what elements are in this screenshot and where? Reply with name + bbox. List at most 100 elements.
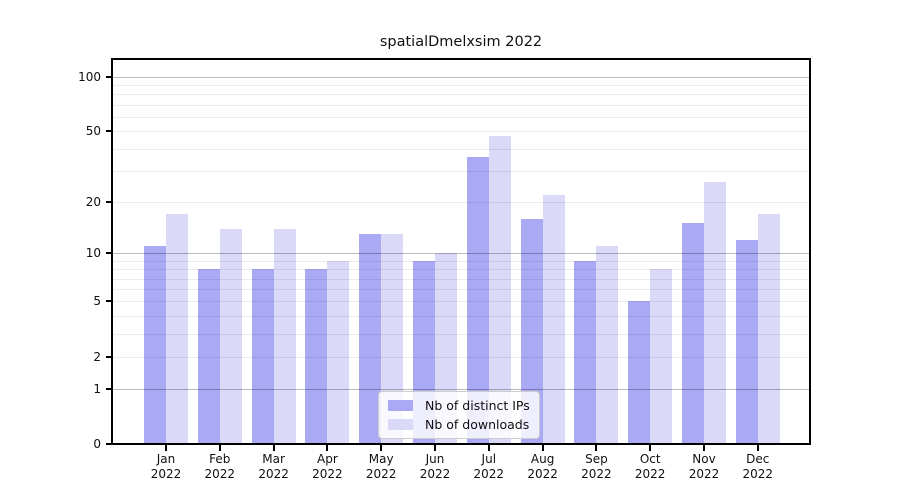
y-tick-mark [106,300,112,303]
x-tick-mark [434,445,436,451]
x-tick-label: Aug 2022 [515,452,571,482]
legend-label: Nb of downloads [425,417,530,432]
x-tick-mark [272,445,275,451]
y-tick-label: 0 [93,437,101,451]
bar-downloads-mar [273,228,296,444]
y-tick-label: 1 [93,381,101,396]
x-tick-label: Apr 2022 [299,452,355,482]
bar-downloads-feb [219,228,242,444]
y-tick-mark [106,443,112,445]
bar-ips-jan [144,246,166,444]
x-tick-mark [756,445,759,451]
legend-entry-ips: Nb of distinct IPs [388,396,530,415]
chart-title: spatialDmelxsim 2022 [379,34,543,50]
y-tick-label: 5 [93,294,101,309]
x-tick-label-line: Sep [585,452,608,466]
bar-downloads-nov [704,181,726,444]
x-tick-label-line: Jan [156,452,176,466]
bar-ips-dec [735,239,758,444]
x-tick-label-line: Jul [481,452,497,466]
bar-ips-oct [628,301,651,444]
y-tick-label: 20 [85,194,101,209]
legend-label: Nb of distinct IPs [425,398,530,413]
x-tick-label: Jun 2022 [407,452,463,482]
bar-ips-mar [251,269,274,444]
bar-ips-sep [574,260,597,444]
x-tick-label: Nov 2022 [676,452,732,482]
bar-downloads-aug [542,194,565,444]
gridline-major [113,76,809,78]
y-tick-mark [106,387,112,390]
x-tick-mark [541,445,544,451]
x-tick-label-line: 2022 [634,467,666,481]
x-tick-label: Sep 2022 [568,452,624,482]
x-tick-mark [595,445,598,451]
legend: Nb of distinct IPs Nb of downloads [378,391,540,439]
x-tick-label: Mar 2022 [246,452,302,482]
x-tick-label-line: 2022 [204,467,236,481]
x-tick-label: Oct 2022 [622,452,678,482]
y-tick-mark [106,252,112,255]
axis-spine-bottom [111,443,811,445]
bar-ips-may [359,234,382,444]
x-tick-label: Dec 2022 [730,452,786,482]
x-tick-label-line: Feb [209,452,231,466]
x-tick-label-line: 2022 [688,467,720,481]
gridline-minor [113,148,809,150]
y-tick-mark [106,355,112,358]
gridline-minor [113,116,809,118]
x-tick-label-line: Nov [692,452,716,466]
bar-ips-nov [682,223,704,444]
gridline-minor [113,104,809,106]
plot-area: Nb of distinct IPs Nb of downloads [111,58,811,445]
x-tick-label: Feb 2022 [192,452,248,482]
bar-ips-apr [305,269,328,444]
x-tick-label-line: Dec [746,452,770,466]
x-tick-label-line: 2022 [312,467,343,481]
bar-downloads-jan [166,214,188,444]
gridline-minor [113,170,809,172]
bar-downloads-dec [757,214,780,444]
x-tick-label-line: May [368,452,394,466]
y-tick-mark [106,75,112,78]
legend-swatch [388,419,413,430]
axis-spine-left [111,58,113,445]
x-tick-label-line: 2022 [742,467,774,481]
y-tick-label: 50 [85,124,101,139]
x-tick-label-line: 2022 [365,467,397,481]
x-tick-label-line: Oct [639,452,661,466]
x-tick-label: May 2022 [353,452,409,482]
x-tick-label-line: 2022 [150,467,182,481]
gridline-minor [113,94,809,96]
x-tick-label: Jan 2022 [138,452,194,482]
y-tick-mark [106,130,112,133]
x-tick-mark [487,445,490,451]
x-tick-label-line: 2022 [581,467,612,481]
x-tick-mark [380,445,383,451]
legend-entry-downloads: Nb of downloads [388,415,530,434]
axis-spine-right [809,58,811,445]
x-tick-label-line: 2022 [473,467,505,481]
bar-downloads-apr [327,260,350,444]
bar-downloads-oct [650,269,673,444]
x-tick-label-line: 2022 [527,467,558,481]
x-tick-mark [326,445,329,451]
x-tick-label-line: 2022 [419,467,451,481]
bar-downloads-jul [488,135,511,444]
gridline-minor [113,131,809,133]
x-tick-label-line: Apr [317,452,338,466]
legend-swatch [388,400,413,411]
y-tick-label: 2 [93,349,101,364]
x-tick-mark [649,445,652,451]
y-tick-mark [106,200,112,203]
axis-spine-top [111,58,811,60]
x-tick-label-line: Mar [262,452,285,466]
x-tick-mark [218,445,221,451]
x-tick-mark [703,445,705,451]
y-tick-label: 10 [85,246,101,261]
gridline-minor [113,85,809,87]
x-tick-label-line: 2022 [258,467,289,481]
x-tick-label-line: Aug [530,452,555,466]
x-tick-label-line: Jun [425,452,445,466]
